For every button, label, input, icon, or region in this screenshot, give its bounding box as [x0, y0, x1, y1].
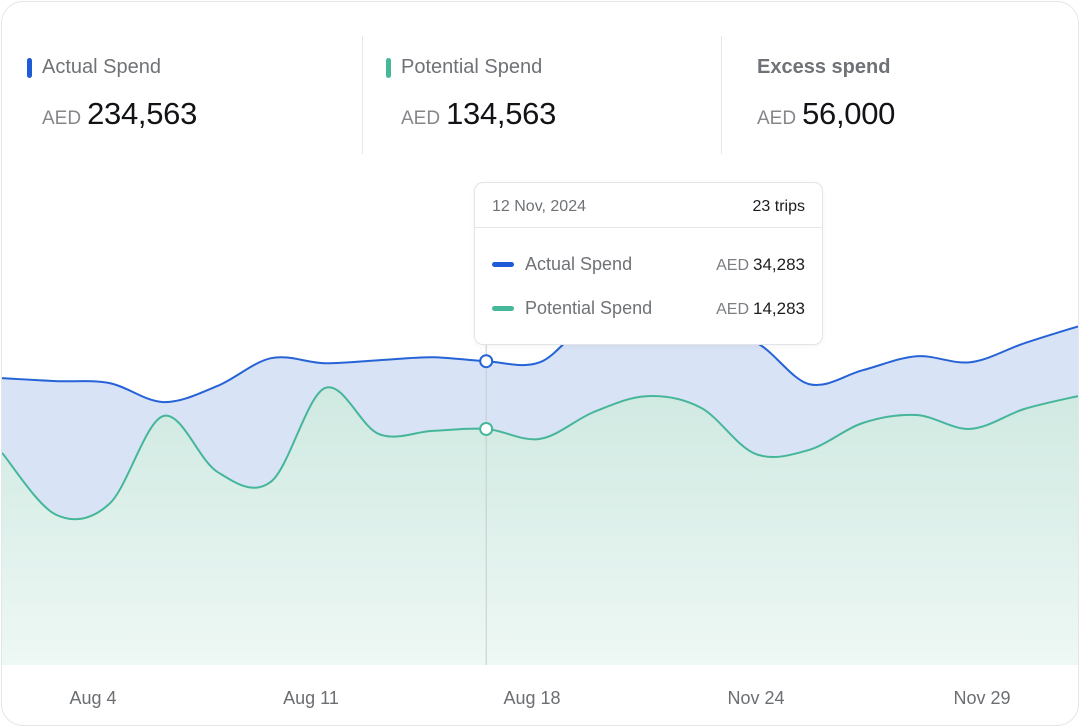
tooltip-potential-value: AED 14,283 [716, 299, 805, 319]
actual-spend-value: AED 234,563 [42, 96, 197, 132]
tooltip-header: 12 Nov, 2024 23 trips [475, 183, 822, 228]
potential-spend-stat: Potential Spend AED 134,563 [386, 36, 722, 154]
x-tick-label: Nov 29 [953, 688, 1010, 708]
tooltip-trips: 23 trips [752, 198, 805, 215]
tooltip-potential-label: Potential Spend [525, 298, 653, 318]
potential-spend-highlight-point[interactable] [479, 421, 494, 436]
actual-spend-marker [27, 58, 32, 78]
excess-spend-label: Excess spend [757, 56, 891, 78]
actual-spend-line [2, 320, 1078, 404]
x-tick-label: Nov 24 [727, 688, 784, 708]
potential-spend-currency: AED [401, 108, 441, 129]
spend-summary: Actual Spend AED 234,563 Potential Spend … [2, 2, 1078, 162]
excess-spend-value: AED 56,000 [757, 96, 895, 132]
tooltip-date: 12 Nov, 2024 [492, 198, 586, 215]
potential-spend-amount: 134,563 [446, 96, 557, 131]
tooltip-row-potential: Potential Spend AED 14,283 [475, 297, 822, 321]
tooltip-actual-swatch [492, 262, 514, 267]
tooltip-potential-currency: AED [716, 301, 749, 318]
potential-spend-value: AED 134,563 [401, 96, 556, 132]
x-tick-label: Aug 18 [503, 688, 560, 708]
excess-spend-amount: 56,000 [802, 96, 896, 131]
potential-spend-area [2, 387, 1078, 665]
potential-spend-marker [386, 58, 391, 78]
chart-tooltip: 12 Nov, 2024 23 trips Actual Spend AED 34… [474, 182, 823, 345]
excess-spend-currency: AED [757, 108, 797, 129]
potential-spend-line [2, 386, 1078, 521]
tooltip-row-actual: Actual Spend AED 34,283 [475, 253, 822, 277]
x-tick-label: Aug 11 [283, 688, 339, 708]
tooltip-actual-amount: 34,283 [753, 255, 805, 274]
actual-spend-currency: AED [42, 108, 82, 129]
tooltip-actual-label: Actual Spend [525, 254, 633, 274]
tooltip-actual-currency: AED [716, 257, 749, 274]
x-tick-label: Aug 4 [69, 688, 116, 708]
actual-spend-amount: 234,563 [87, 96, 198, 131]
actual-spend-label: Actual Spend [42, 56, 161, 78]
excess-spend-stat: Excess spend AED 56,000 [757, 36, 1057, 154]
potential-spend-label: Potential Spend [401, 56, 543, 78]
tooltip-potential-swatch [492, 306, 514, 311]
tooltip-potential-amount: 14,283 [753, 299, 805, 318]
tooltip-actual-value: AED 34,283 [716, 255, 805, 275]
actual-spend-stat: Actual Spend AED 234,563 [27, 36, 363, 154]
actual-spend-highlight-point[interactable] [479, 354, 494, 369]
